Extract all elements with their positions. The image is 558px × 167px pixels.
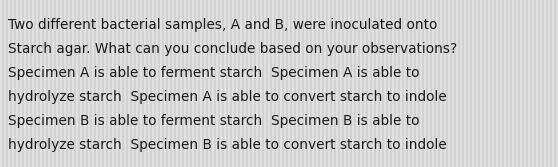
Text: Specimen A is able to ferment starch  Specimen A is able to: Specimen A is able to ferment starch Spe… [8,66,420,80]
Text: Two different bacterial samples, A and B, were inoculated onto: Two different bacterial samples, A and B… [8,18,437,32]
Text: hydrolyze starch  Specimen A is able to convert starch to indole: hydrolyze starch Specimen A is able to c… [8,90,447,104]
Text: Starch agar. What can you conclude based on your observations?: Starch agar. What can you conclude based… [8,42,457,56]
Text: hydrolyze starch  Specimen B is able to convert starch to indole: hydrolyze starch Specimen B is able to c… [8,138,447,152]
Text: Specimen B is able to ferment starch  Specimen B is able to: Specimen B is able to ferment starch Spe… [8,114,420,128]
